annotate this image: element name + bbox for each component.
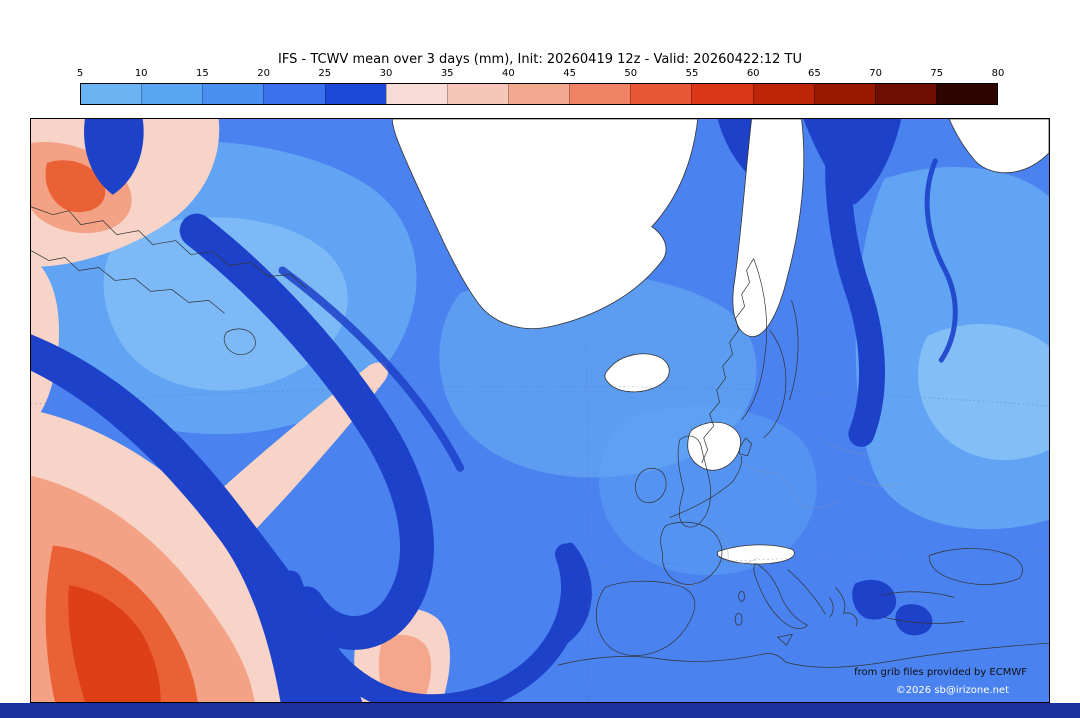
bottom-strip — [0, 703, 1080, 718]
colorbar-tick-label: 40 — [502, 68, 515, 79]
iceland-white — [604, 353, 670, 393]
colorbar-segment — [81, 84, 142, 104]
colorbar-segment — [141, 84, 203, 104]
colorbar-tick-label: 5 — [76, 68, 84, 79]
colorbar-segment — [813, 84, 875, 104]
colorbar-segment — [569, 84, 631, 104]
colorbar-segment — [446, 84, 508, 104]
scandinavia-white — [732, 119, 805, 337]
colorbar-segment — [385, 84, 447, 104]
colorbar-segment — [752, 84, 814, 104]
colorbar-tick-label: 15 — [196, 68, 209, 79]
colorbar-tick-label: 70 — [869, 68, 882, 79]
map-frame: from grib files provided by ECMWF ©2026 … — [30, 118, 1050, 703]
arctic-corner-white — [948, 119, 1049, 174]
colorbar-tick-label: 65 — [808, 68, 821, 79]
graticule-lines — [31, 346, 1049, 702]
colorbar-tick-label: 30 — [379, 68, 393, 79]
colorbar-tick-label: 60 — [746, 68, 760, 79]
colorbar-segment — [935, 84, 998, 104]
country-borders — [661, 437, 902, 586]
colorbar-segment — [263, 84, 325, 104]
dry-white-regions — [391, 119, 1049, 565]
colorbar-segment — [630, 84, 692, 104]
colorbar-container: 5 10 15 20 25 30 35 40 45 50 55 60 65 70 75 80 — [76, 68, 1005, 105]
colorbar-tick-label: 25 — [318, 68, 332, 79]
chart-title: IFS - TCWV mean over 3 days (mm), Init: … — [278, 52, 802, 67]
colorbar-segment — [874, 84, 936, 104]
colorbar-segment — [507, 84, 570, 104]
colorbar-segment — [324, 84, 386, 104]
alps-white — [717, 544, 795, 565]
colorbar-segment — [202, 84, 264, 104]
colorbar-tick-label: 55 — [685, 68, 699, 79]
credit-source: from grib files provided by ECMWF — [854, 667, 1027, 678]
pink-regions — [31, 119, 450, 702]
colorbar-ticks: 5 10 15 20 25 30 35 40 45 50 55 60 65 70 75 80 — [76, 68, 1005, 81]
coastlines — [31, 206, 1049, 668]
map-canvas — [31, 119, 1049, 702]
greenland-white — [391, 119, 699, 329]
colorbar-tick-label: 20 — [257, 68, 270, 79]
colorbar — [80, 83, 998, 105]
colorbar-tick-label: 75 — [930, 68, 944, 79]
colorbar-tick-label: 35 — [440, 68, 454, 79]
credit-copyright: ©2026 sb@irizone.net — [895, 685, 1009, 696]
norwegian-sea-white — [687, 421, 741, 471]
colorbar-tick-label: 45 — [563, 68, 576, 79]
colorbar-segment — [691, 84, 753, 104]
colorbar-tick-label: 50 — [624, 68, 638, 79]
colorbar-tick-label: 80 — [991, 68, 1005, 79]
colorbar-tick-label: 10 — [134, 68, 148, 79]
